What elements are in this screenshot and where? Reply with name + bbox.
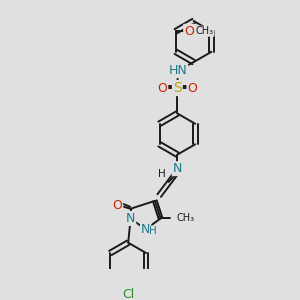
Text: N: N <box>141 223 150 236</box>
Text: O: O <box>184 25 194 38</box>
Text: N: N <box>126 212 135 225</box>
Text: H: H <box>149 226 157 236</box>
Text: H: H <box>158 169 166 179</box>
Text: O: O <box>112 199 122 212</box>
Text: O: O <box>158 82 167 94</box>
Text: HN: HN <box>169 64 187 77</box>
Text: Cl: Cl <box>122 287 134 300</box>
Text: O: O <box>188 82 197 94</box>
Text: CH₃: CH₃ <box>196 26 214 36</box>
Text: N: N <box>173 162 182 175</box>
Text: S: S <box>173 81 182 95</box>
Text: CH₃: CH₃ <box>176 214 194 224</box>
